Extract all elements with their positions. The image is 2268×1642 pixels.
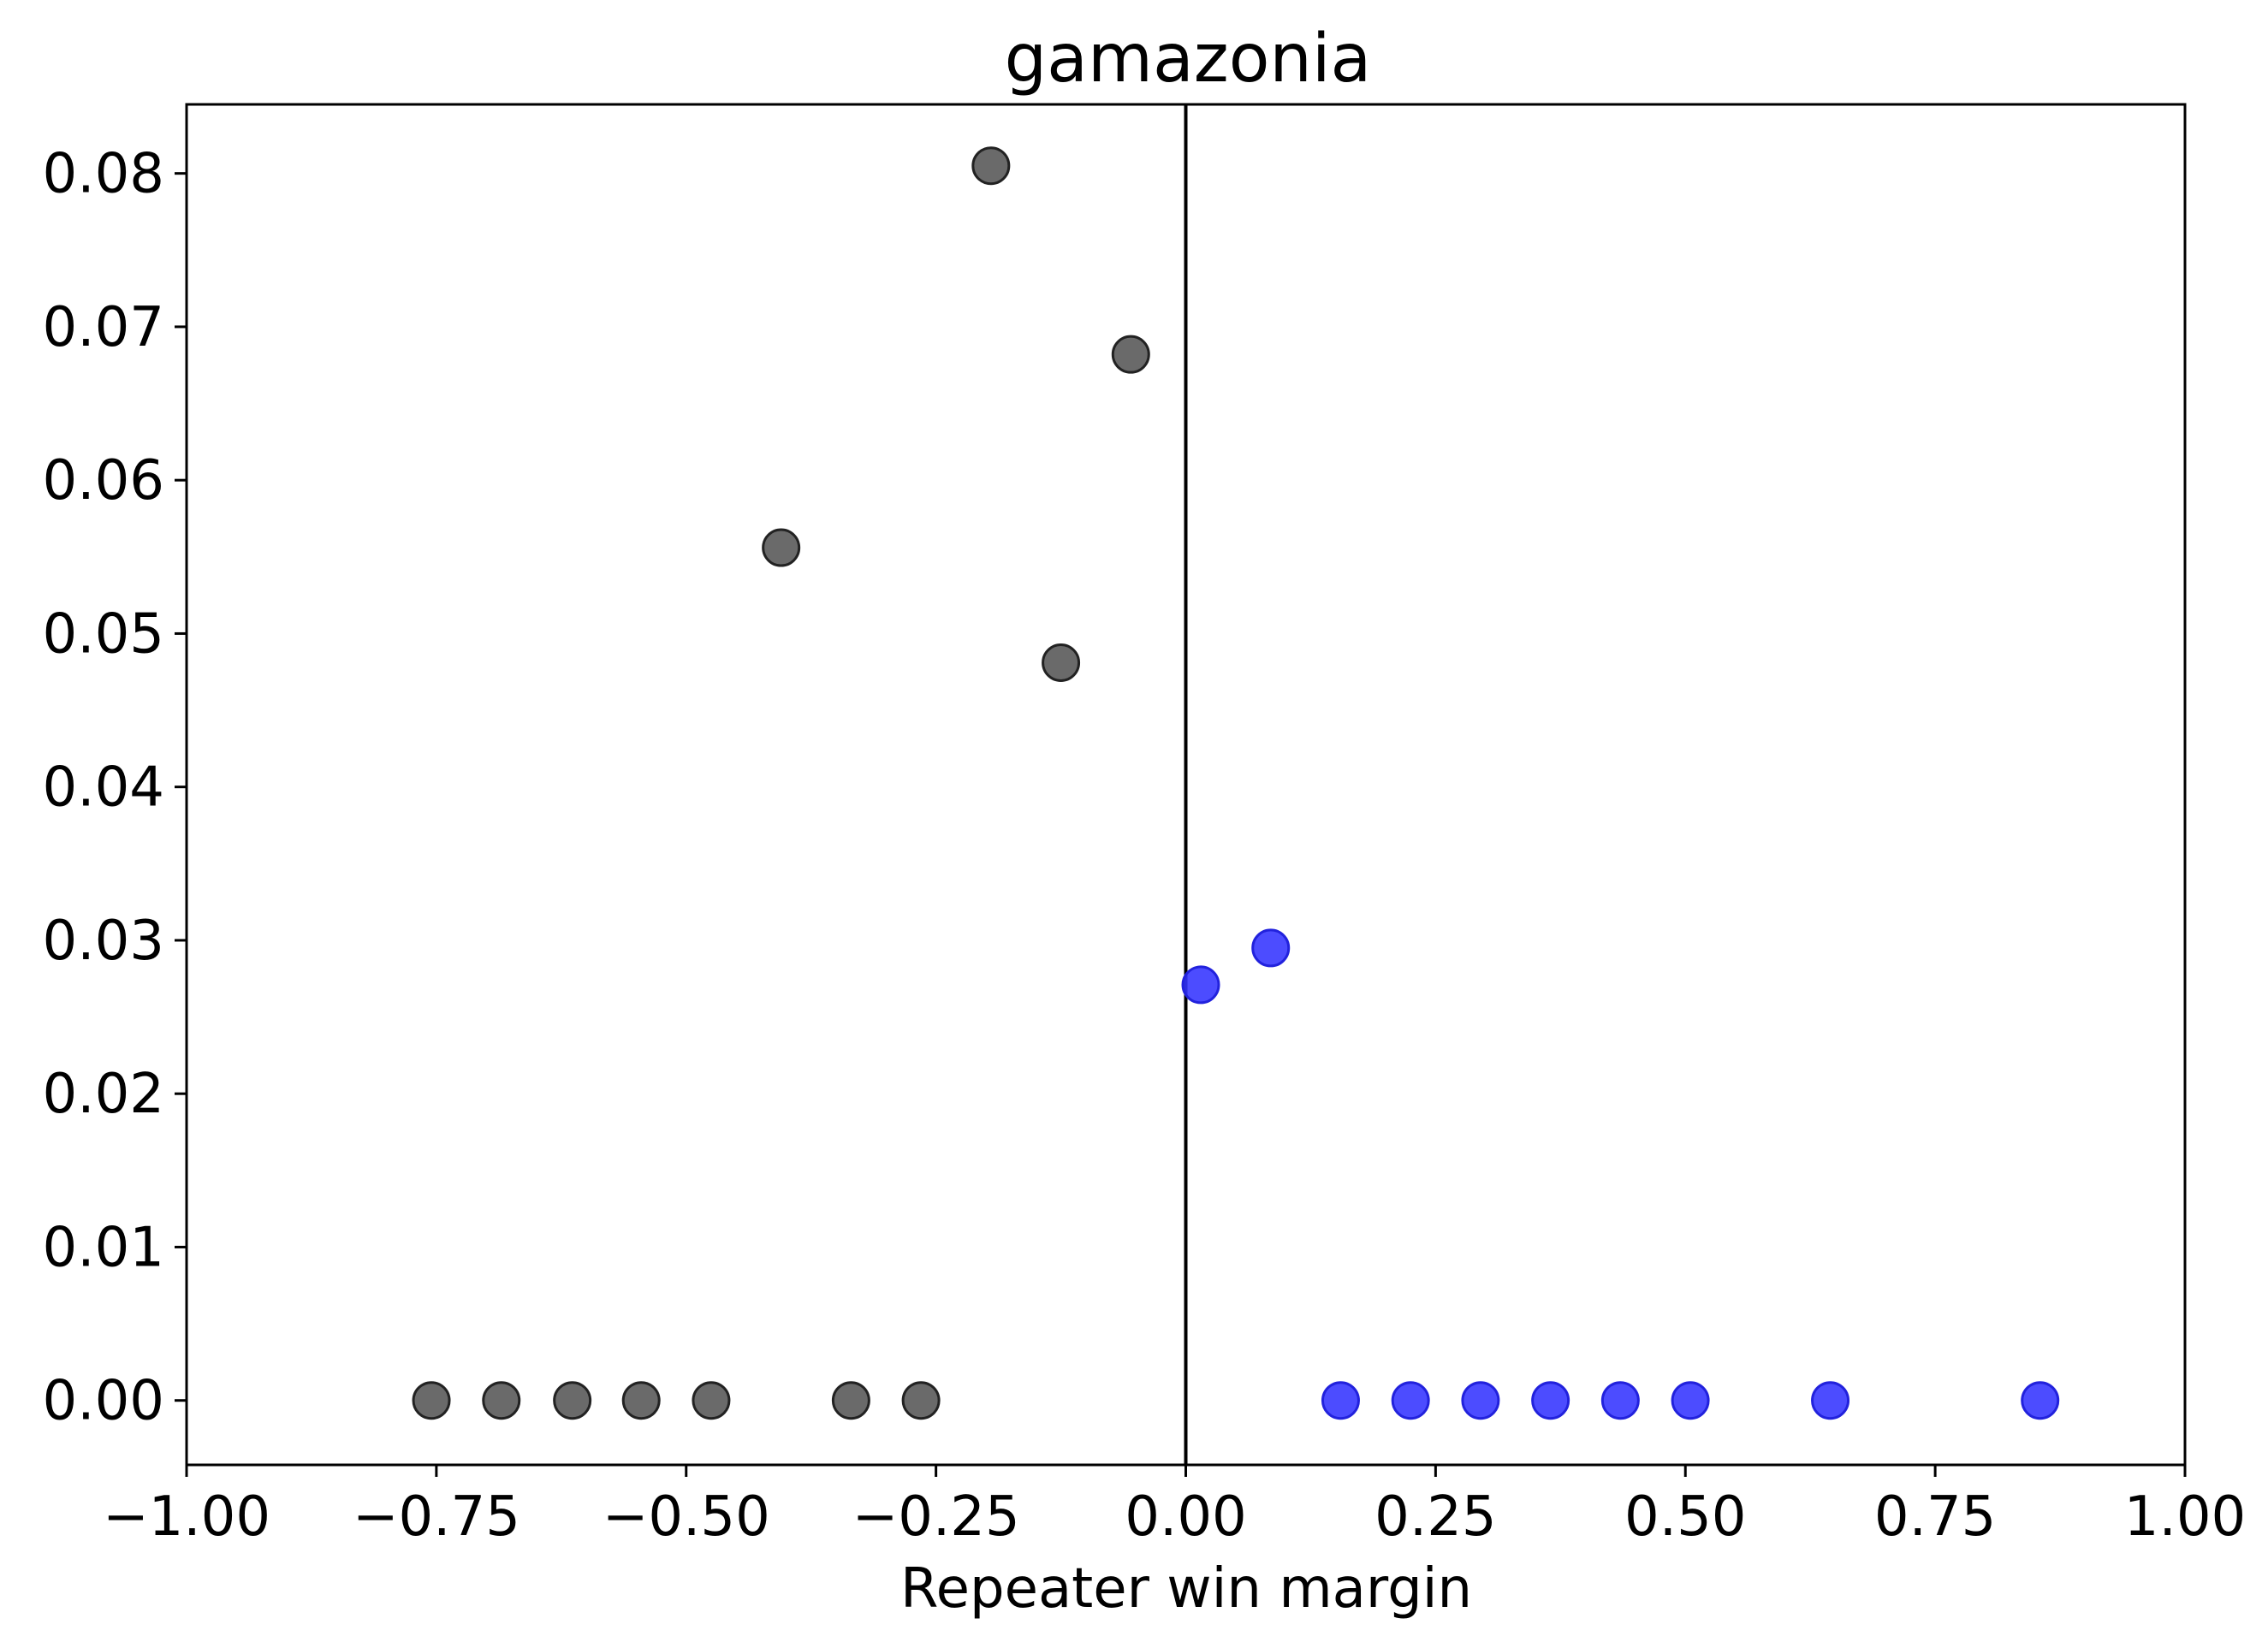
y-tick-label: 0.03	[43, 910, 165, 973]
y-tick-label: 0.06	[43, 449, 165, 513]
scatter-point	[553, 1381, 592, 1420]
y-tick-label: 0.02	[43, 1063, 165, 1126]
x-tick-label: −0.25	[852, 1485, 1020, 1549]
scatter-point	[2021, 1381, 2060, 1420]
scatter-point	[1391, 1381, 1430, 1420]
scatter-point	[482, 1381, 521, 1420]
x-tick-label: −0.50	[603, 1485, 770, 1549]
x-tick-label: −0.75	[353, 1485, 520, 1549]
scatter-point	[1111, 335, 1150, 374]
y-tick-label: 0.08	[43, 143, 165, 206]
scatter-point	[412, 1381, 451, 1420]
x-tick-label: 0.50	[1624, 1485, 1747, 1549]
scatter-point	[831, 1381, 870, 1420]
x-tick-label: 1.00	[2124, 1485, 2247, 1549]
scatter-point	[762, 528, 801, 567]
y-axis-ticks: 0.00 0.01 0.02 0.03 0.04 0.05 0.06 0.07 0.08	[43, 143, 187, 1433]
scatter-point	[1811, 1381, 1850, 1420]
scatter-point	[1251, 928, 1291, 968]
x-tick-label: 0.25	[1374, 1485, 1497, 1549]
scatter-point	[1042, 643, 1081, 682]
x-axis-ticks: −1.00 −0.75 −0.50 −0.25 0.00 0.25 0.50 0.75 1.00	[103, 1465, 2246, 1549]
scatter-point	[1321, 1381, 1360, 1420]
x-tick-label: 0.75	[1874, 1485, 1997, 1549]
x-axis-label: Repeater win margin	[900, 1557, 1472, 1621]
y-tick-label: 0.04	[43, 756, 165, 820]
scatter-point	[1671, 1381, 1710, 1420]
scatter-point	[692, 1381, 731, 1420]
y-tick-label: 0.07	[43, 296, 165, 359]
x-tick-label: −1.00	[103, 1485, 270, 1549]
y-tick-label: 0.05	[43, 602, 165, 666]
scatter-point	[1461, 1381, 1500, 1420]
scatter-point	[1181, 965, 1220, 1005]
data-points	[412, 146, 2060, 1420]
scatter-point	[1600, 1381, 1640, 1420]
scatter-point	[901, 1381, 941, 1420]
chart-title: gamazonia	[1005, 21, 1372, 98]
scatter-point	[971, 146, 1011, 186]
y-tick-label: 0.01	[43, 1216, 165, 1279]
y-tick-label: 0.00	[43, 1370, 165, 1433]
scatter-point	[621, 1381, 661, 1420]
plot-area-frame	[185, 103, 2187, 1467]
scatter-point	[1531, 1381, 1570, 1420]
x-tick-label: 0.00	[1125, 1485, 1247, 1549]
